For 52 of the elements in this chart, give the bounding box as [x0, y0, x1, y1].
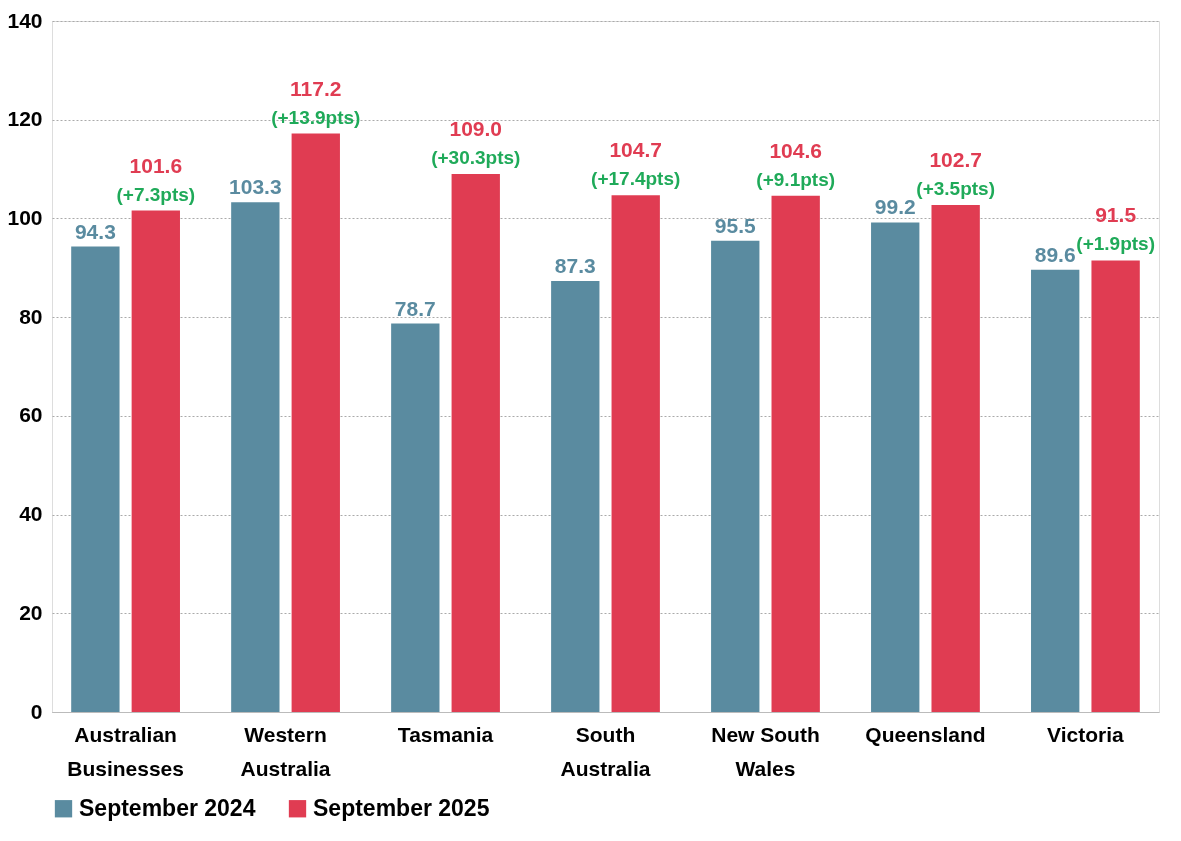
data-label: 94.3: [74, 219, 116, 243]
bar: [291, 133, 340, 712]
x-tick-label: Western Australia: [240, 722, 331, 780]
y-tick-label: 80: [19, 304, 43, 328]
bar: [771, 195, 820, 712]
annotation: (+13.9pts): [271, 106, 361, 128]
data-label: 99.2: [874, 195, 916, 219]
data-label: 89.6: [1034, 242, 1076, 266]
x-tick-label: Victoria: [1047, 722, 1125, 746]
bar: [931, 205, 980, 712]
annotation: (+3.5pts): [916, 178, 995, 200]
bar: [611, 195, 660, 712]
bar: [551, 281, 600, 712]
x-tick-label: New South Wales: [711, 722, 820, 780]
bar: [231, 202, 280, 712]
y-tick-label: 120: [7, 107, 43, 131]
bar: [871, 222, 920, 712]
data-label: 109.0: [449, 117, 503, 141]
data-label: 104.6: [769, 138, 822, 162]
x-tick-label: Tasmania: [397, 722, 494, 746]
legend-label: September 2025: [313, 794, 490, 821]
x-tick-label: Queensland: [865, 722, 986, 746]
x-tick-label: Australian Businesses: [67, 722, 184, 780]
legend-label: September 2024: [79, 794, 256, 821]
bar: [711, 240, 760, 712]
data-label: 91.5: [1095, 203, 1137, 227]
y-tick-label: 20: [19, 600, 43, 624]
data-label: 104.7: [609, 138, 662, 162]
annotation: (+17.4pts): [591, 168, 681, 190]
data-label: 102.7: [929, 148, 982, 172]
x-tick-label: South Australia: [560, 722, 651, 780]
y-tick-label: 0: [30, 699, 43, 723]
annotation: (+7.3pts): [116, 183, 196, 205]
bar: [131, 210, 180, 712]
data-label: 78.7: [394, 296, 436, 320]
bar: [391, 323, 440, 712]
bar: [71, 246, 120, 712]
data-label: 103.3: [229, 175, 282, 199]
y-tick-label: 140: [7, 8, 43, 32]
data-label: 87.3: [554, 254, 596, 278]
data-label: 95.5: [714, 213, 757, 237]
y-tick-label: 60: [19, 403, 43, 427]
bar: [1091, 260, 1140, 712]
data-label: 117.2: [290, 76, 342, 100]
y-tick-label: 100: [7, 205, 43, 229]
annotation: (+1.9pts): [1076, 233, 1155, 255]
bar: [1031, 269, 1080, 712]
annotation: (+9.1pts): [756, 168, 836, 190]
annotation: (+30.3pts): [431, 147, 521, 169]
data-label: 101.6: [129, 153, 183, 177]
y-tick-label: 40: [19, 502, 43, 526]
bar: [451, 174, 500, 712]
